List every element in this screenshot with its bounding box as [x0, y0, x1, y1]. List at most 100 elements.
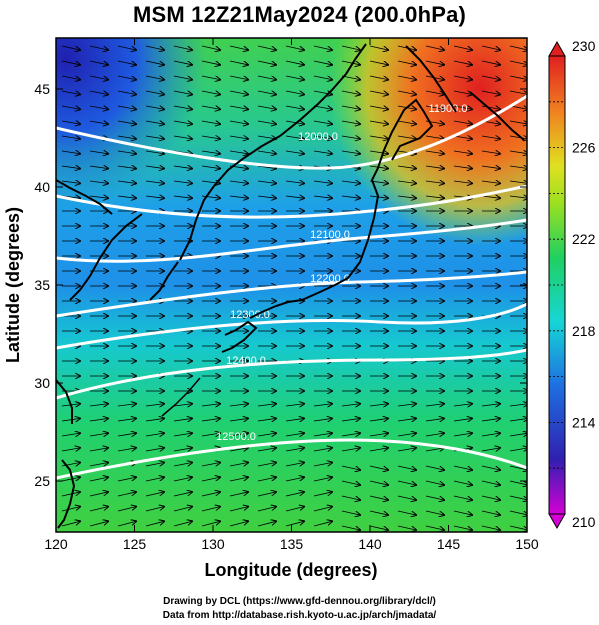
coastlines [56, 43, 525, 529]
wind-arrow [481, 45, 500, 50]
wind-arrow [229, 121, 248, 124]
wind-arrow [201, 106, 220, 109]
wind-arrow [341, 404, 360, 406]
wind-arrow [173, 433, 192, 436]
wind-arrow [369, 196, 388, 198]
wind-arrow [313, 492, 332, 497]
wind-arrow [509, 525, 527, 530]
wind-arrow [201, 75, 220, 80]
wind-arrow [117, 181, 136, 183]
x-tick-label: 125 [123, 536, 147, 552]
wind-arrow [369, 45, 388, 50]
wind-arrow [509, 510, 527, 515]
wind-arrow [117, 507, 136, 512]
wind-arrow [201, 196, 220, 198]
wind-arrow [425, 181, 444, 183]
wind-arrow [397, 60, 416, 65]
wind-arrow [89, 75, 108, 80]
wind-arrow [117, 121, 136, 124]
credit-drawing: Drawing by DCL (https://www.gfd-dennou.o… [163, 596, 436, 607]
contour-label: 12100.0 [310, 229, 350, 241]
wind-arrow [285, 121, 304, 124]
wind-arrow [229, 91, 248, 94]
wind-arrow [369, 510, 388, 515]
wind-arrow [145, 151, 164, 154]
wind-arrow [145, 166, 164, 169]
wind-arrow [397, 480, 416, 485]
wind-arrow [453, 91, 472, 94]
wind-arrow [173, 507, 192, 512]
wind-arrow [285, 433, 304, 436]
wind-arrow [117, 136, 136, 139]
wind-arrow [481, 196, 500, 198]
wind-arrow [453, 525, 472, 530]
wind-arrow [285, 45, 304, 50]
wind-arrow [257, 151, 276, 154]
wind-arrow [369, 75, 388, 80]
wind-arrow [481, 404, 500, 406]
wind-arrow [257, 91, 276, 94]
wind-arrow [481, 495, 500, 500]
y-axis-title: Latitude (degrees) [3, 207, 23, 363]
wind-arrow [61, 433, 80, 436]
wind-arrow [201, 418, 220, 421]
wind-arrow [453, 45, 472, 50]
wind-arrow [313, 463, 332, 466]
wind-arrow [117, 45, 136, 50]
wind-arrow [341, 181, 360, 183]
wind-arrow [342, 541, 360, 545]
wind-arrow [509, 448, 527, 451]
wind-arrow [313, 433, 332, 436]
wind-arrow [481, 91, 500, 94]
wind-arrow [145, 196, 164, 198]
wind-arrow [481, 106, 500, 109]
wind-arrow [369, 91, 388, 94]
colorbar-ticks: 230 226 222 218 214 210 [549, 38, 596, 530]
wind-arrow [313, 106, 332, 109]
contour-label: 12500.0 [216, 431, 256, 443]
wind-arrow [453, 433, 472, 436]
wind-arrow [201, 136, 220, 139]
map-title: MSM 12Z21May2024 (200.0hPa) [132, 2, 467, 27]
contour-label: 12200.0 [310, 273, 350, 285]
wind-arrow [397, 404, 416, 406]
wind-arrow [173, 91, 192, 94]
wind-arrow [117, 106, 136, 109]
y-tick-label: 25 [34, 473, 50, 489]
colorbar: 230 226 222 218 214 210 [548, 38, 596, 530]
wind-arrow [145, 181, 164, 183]
wind-arrow [173, 404, 192, 406]
wind-arrow [229, 196, 248, 198]
wind-arrow [313, 181, 332, 183]
height-contour [56, 348, 527, 400]
wind-arrow [398, 541, 416, 545]
wind-arrow [89, 60, 108, 65]
wind-arrow [173, 463, 192, 466]
wind-arrow [313, 521, 332, 527]
wind-arrow [229, 404, 248, 406]
wind-arrow [61, 121, 80, 124]
wind-arrow [397, 166, 416, 169]
wind-arrow [229, 521, 248, 527]
y-tick-label: 40 [34, 179, 50, 195]
y-tick-label: 35 [34, 277, 50, 293]
x-tick-label: 120 [44, 536, 68, 552]
wind-arrow [61, 60, 80, 65]
wind-arrow [145, 463, 164, 466]
height-contour [56, 94, 527, 170]
wind-arrow [285, 477, 304, 482]
wind-arrow [425, 433, 444, 436]
wind-arrow [173, 166, 192, 169]
wind-arrow [369, 106, 388, 109]
wind-arrow [481, 60, 500, 65]
height-contour [56, 184, 527, 219]
wind-arrow [341, 106, 360, 109]
wind-arrow [369, 404, 388, 406]
wind-arrow [145, 106, 164, 109]
wind-arrow [453, 418, 472, 421]
wind-arrow [509, 480, 527, 485]
wind-arrow [425, 418, 444, 421]
wind-arrow [201, 91, 220, 94]
wind-arrow [509, 75, 527, 80]
